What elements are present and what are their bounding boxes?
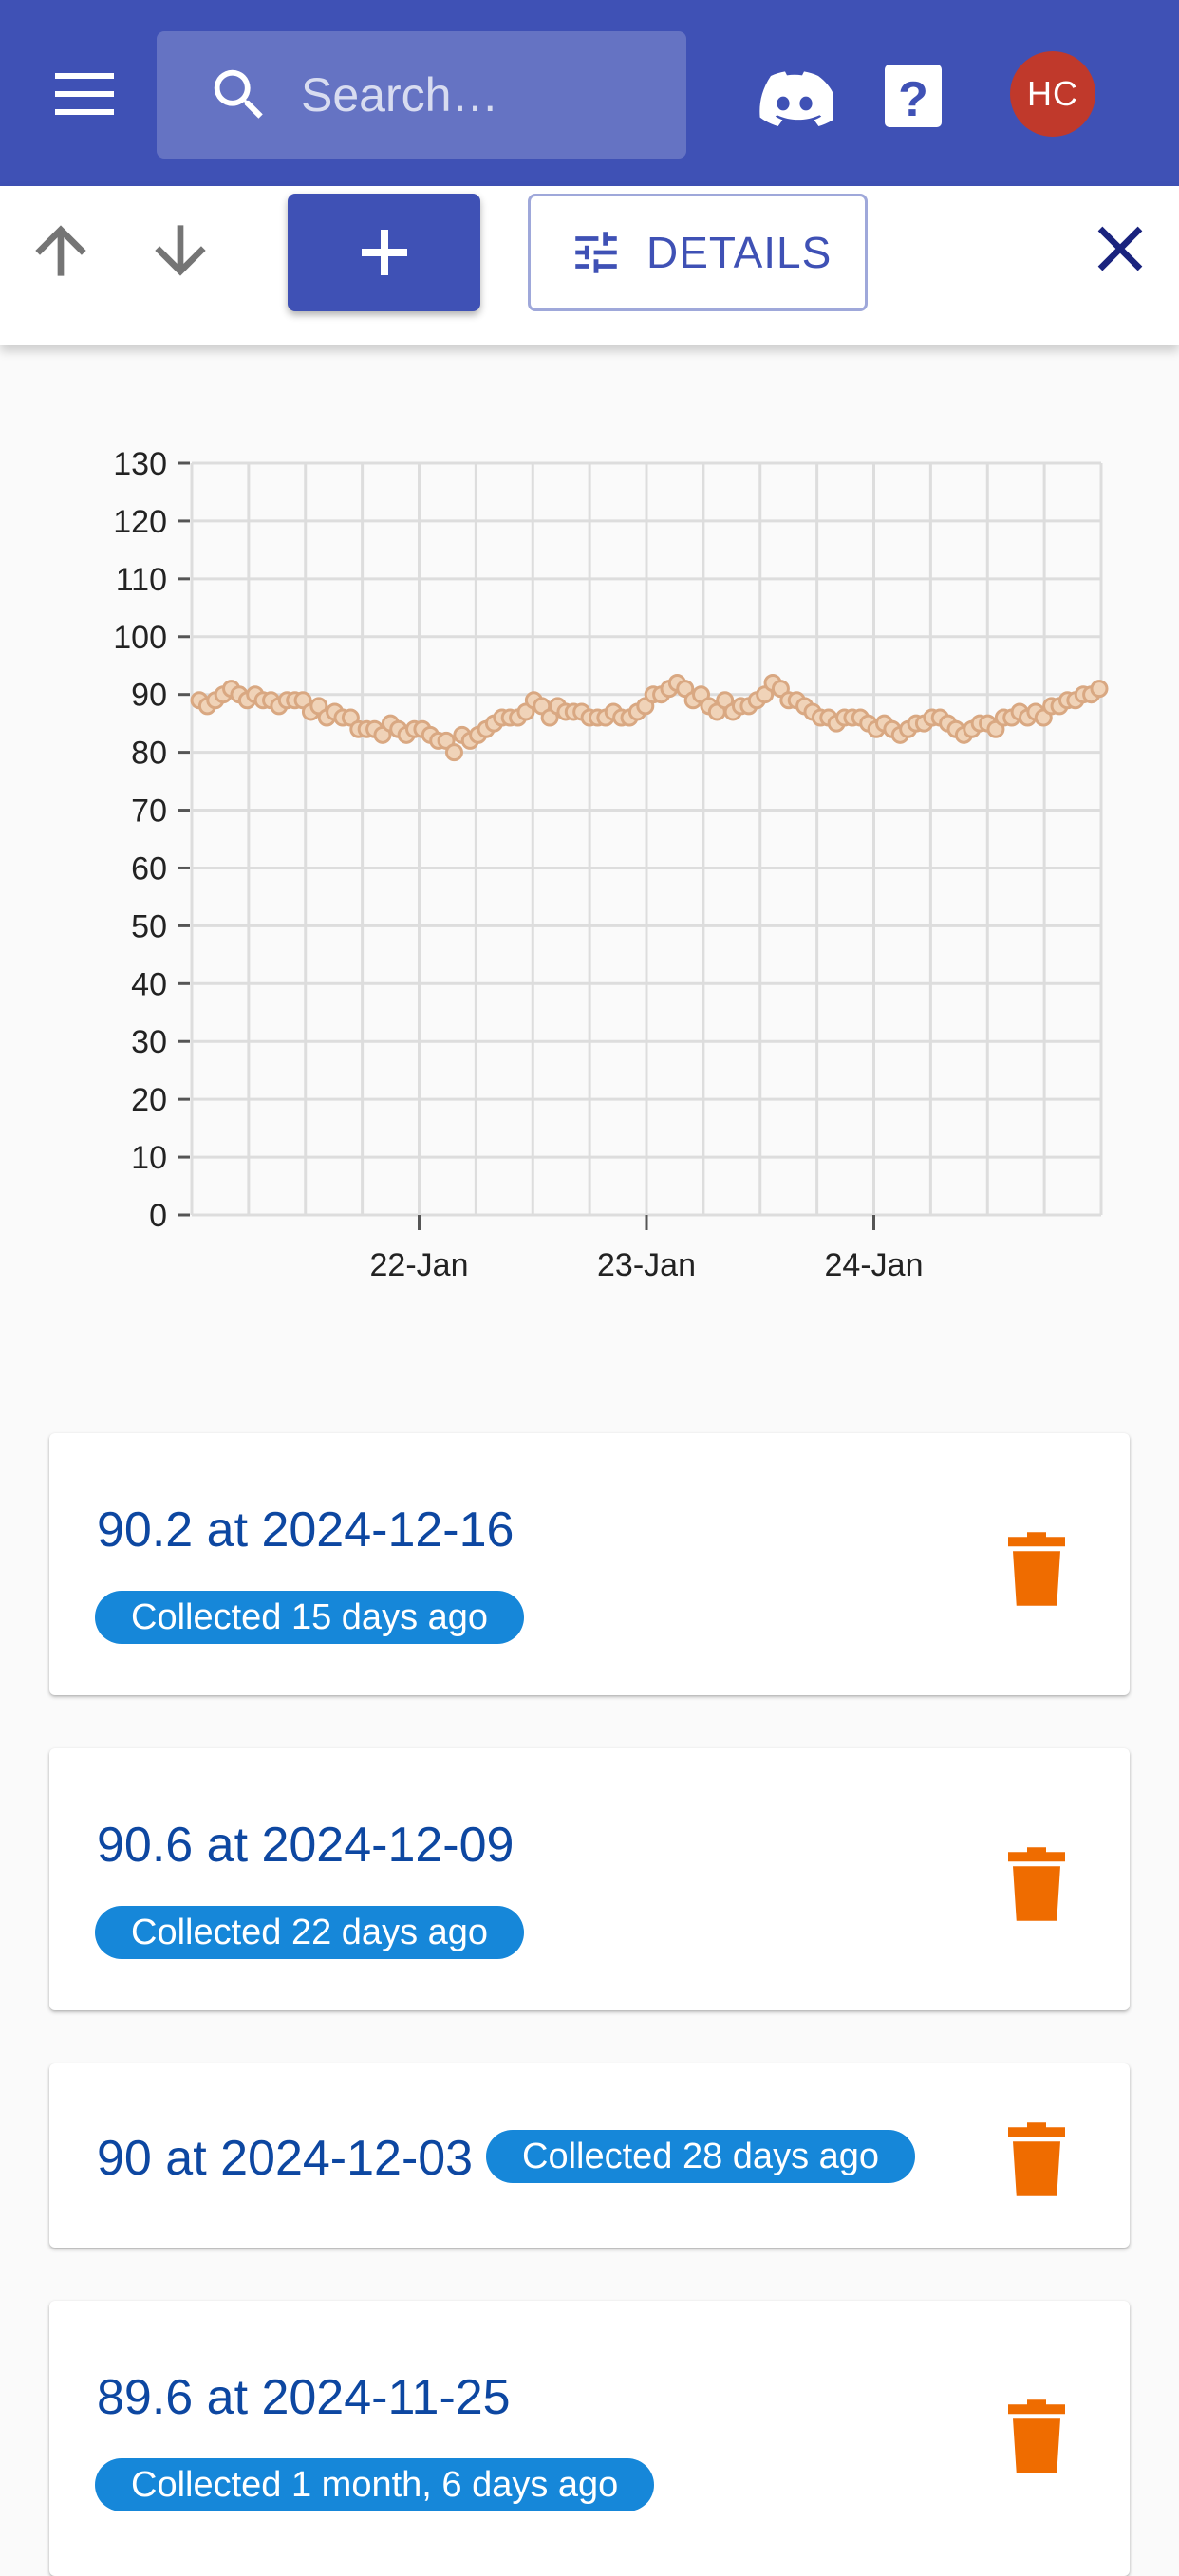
delete-icon[interactable] [1008,1847,1065,1921]
chart-axes: 0 10 20 30 40 50 60 70 80 90 100 110 120 130 22-Jan 23-… [113,446,923,1283]
x-tick-label: 22-Jan [370,1247,469,1283]
toolbar: DETAILS [0,186,1179,345]
y-tick-label: 110 [116,562,167,598]
close-button[interactable] [1082,211,1158,287]
plus-icon [361,230,407,275]
entry-title: 90 at 2024-12-03 [97,2131,474,2186]
y-tick-label: 50 [131,908,167,944]
entry-title: 89.6 at 2024-11-25 [97,2370,511,2425]
help-button[interactable]: ? [875,57,953,135]
details-button[interactable]: DETAILS [528,194,868,311]
entry-card[interactable]: 90.6 at 2024-12-09 Collected 22 days ago [49,1748,1130,2010]
x-tick-label: 23-Jan [597,1247,696,1283]
data-point [1090,680,1109,699]
user-avatar[interactable]: HC [1010,51,1095,137]
y-tick-label: 130 [113,446,167,482]
collected-badge: Collected 15 days ago [95,1591,525,1644]
delete-icon[interactable] [1008,2399,1065,2473]
entry-card[interactable]: 90.2 at 2024-12-16 Collected 15 days ago [49,1433,1130,1695]
discord-button[interactable] [756,57,837,135]
search-input[interactable] [299,54,669,136]
chart-points [190,674,1109,762]
entry-card[interactable]: 90 at 2024-12-03 Collected 28 days ago [49,2063,1130,2248]
details-label: DETAILS [646,228,833,277]
tune-icon [575,232,617,273]
discord-icon [759,71,837,126]
hamburger-menu-icon [55,73,114,115]
y-tick-label: 30 [131,1024,167,1060]
move-down-button[interactable] [142,213,218,289]
data-point [444,743,463,762]
help-icon: ? [885,65,942,127]
y-tick-label: 100 [113,620,167,656]
search-icon [214,69,263,119]
menu-button[interactable] [46,55,123,133]
svg-text:?: ? [898,72,928,127]
y-tick-label: 80 [131,736,167,772]
x-tick-label: 24-Jan [825,1247,924,1283]
scatter-chart: 0 10 20 30 40 50 60 70 80 90 100 110 120 130 22-Jan 23-… [113,446,1109,1283]
y-tick-label: 10 [131,1140,167,1176]
delete-icon[interactable] [1008,2122,1065,2196]
arrow-up-icon [35,225,86,276]
entry-card[interactable]: 89.6 at 2024-11-25 Collected 1 month, 6 … [49,2301,1130,2576]
entry-title: 90.6 at 2024-12-09 [97,1818,515,1873]
entry-title: 90.2 at 2024-12-16 [97,1503,515,1558]
search-box [157,31,686,159]
chart-grid [190,461,1103,1217]
collected-badge: Collected 22 days ago [95,1906,525,1959]
y-tick-label: 40 [131,966,167,1002]
arrow-down-icon [155,225,206,276]
collected-badge: Collected 1 month, 6 days ago [95,2458,655,2511]
close-icon [1097,226,1143,271]
y-tick-label: 120 [113,504,167,540]
y-tick-label: 70 [131,793,167,830]
app-bar: ? HC [0,0,1179,186]
collected-badge: Collected 28 days ago [486,2130,916,2183]
delete-icon[interactable] [1008,1532,1065,1606]
y-tick-label: 90 [131,678,167,714]
history-chart: 0 10 20 30 40 50 60 70 80 90 100 110 120 130 22-Jan 23-… [0,399,1179,1329]
y-tick-label: 0 [149,1198,167,1234]
y-tick-label: 60 [131,850,167,887]
add-entry-button[interactable] [288,194,480,311]
y-tick-label: 20 [131,1082,167,1118]
move-up-button[interactable] [23,213,99,289]
